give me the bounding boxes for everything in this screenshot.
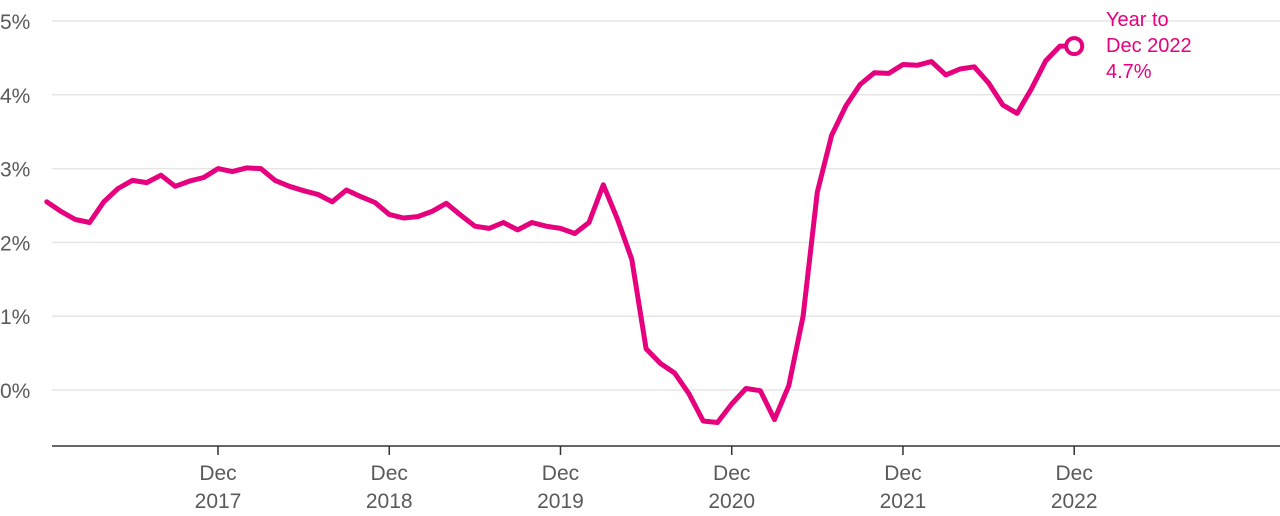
x-tick-label-month: Dec (1056, 462, 1093, 485)
annotation-line: Year to (1106, 9, 1169, 31)
series-line (44, 43, 1077, 425)
x-tick-label-year: 2020 (708, 490, 755, 513)
x-tick-label-year: 2017 (195, 490, 242, 513)
annotation-line: 4.7% (1106, 61, 1152, 83)
y-tick-label: 4% (0, 85, 30, 108)
end-point-marker (1064, 36, 1085, 57)
gridlines (52, 20, 1280, 391)
y-tick-label: 2% (0, 232, 30, 255)
y-tick-label: 0% (0, 380, 30, 403)
x-tick-label-month: Dec (713, 462, 750, 485)
y-tick-label: 3% (0, 159, 30, 182)
x-tick-label-month: Dec (884, 462, 921, 485)
x-tick-label-month: Dec (199, 462, 236, 485)
x-tick-label-year: 2022 (1051, 490, 1098, 513)
x-tick-label-month: Dec (542, 462, 579, 485)
y-axis-tick-labels: 0% 1% 2% 3% 4% 5% (0, 11, 30, 403)
x-axis-ticks: Dec 2017 Dec 2018 Dec 2019 Dec 2020 Dec 2021 Dec 20… (195, 446, 1098, 513)
annotation-line: Dec 2022 (1106, 35, 1192, 57)
x-tick-label-year: 2021 (880, 490, 927, 513)
x-tick-label-month: Dec (371, 462, 408, 485)
y-tick-label: 5% (0, 11, 30, 34)
end-point-annotation: Year to Dec 2022 4.7% (1106, 9, 1192, 83)
x-tick-label-year: 2019 (537, 490, 584, 513)
x-tick-label-year: 2018 (366, 490, 413, 513)
y-tick-label: 1% (0, 306, 30, 329)
